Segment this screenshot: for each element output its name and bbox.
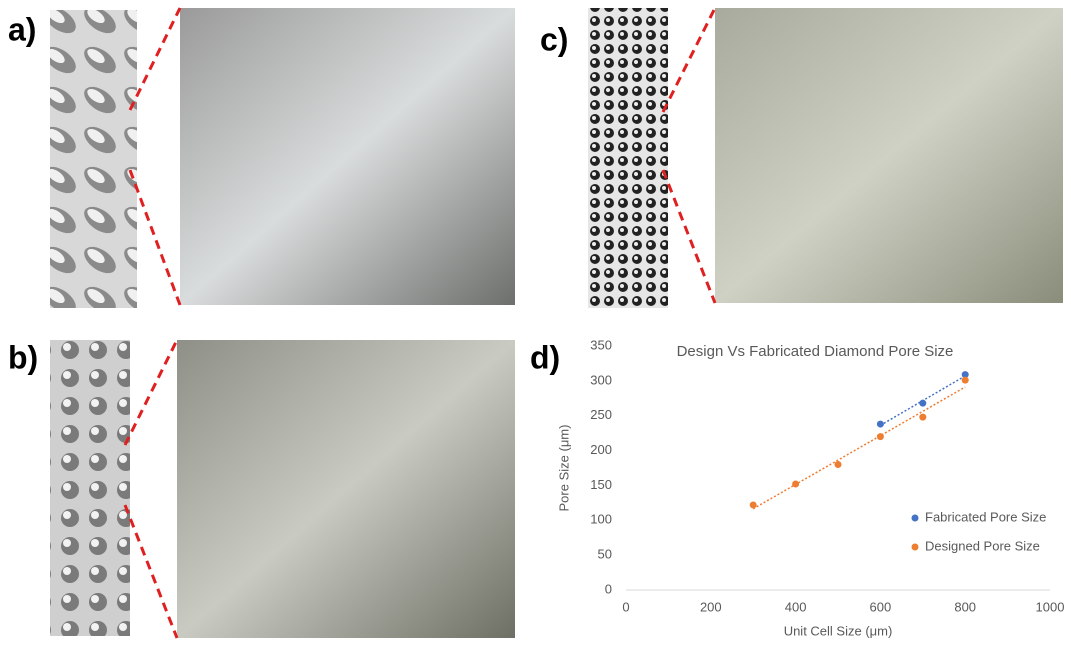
data-point [792,481,799,488]
trendline [753,387,965,509]
y-axis-label: Pore Size (μm) [556,425,571,512]
panel-b: b) [8,339,515,638]
data-point [835,461,842,468]
data-point [877,433,884,440]
lattice-model [50,10,137,308]
y-tick-label: 200 [590,442,612,457]
chart-title: Design Vs Fabricated Diamond Pore Size [677,343,954,360]
micrograph [177,340,515,638]
data-point [919,400,926,407]
y-tick-label: 150 [590,477,612,492]
panel-c: c) [540,8,1063,308]
x-axis-label: Unit Cell Size (μm) [784,623,893,638]
zoom-line [663,8,715,112]
data-point [877,421,884,428]
legend-label: Fabricated Pore Size [925,509,1046,524]
figure: a) b) c) d) Design Vs Fabricated Diamond… [0,0,1071,643]
panel-label: c) [540,21,568,57]
panel-label: d) [530,339,560,375]
panel-a: a) [8,8,515,308]
micrograph [180,8,515,305]
zoom-line [125,505,177,638]
y-tick-label: 350 [590,337,612,352]
zoom-line [663,170,715,303]
legend-label: Designed Pore Size [925,538,1040,553]
micrograph [715,8,1063,303]
x-tick-label: 600 [870,599,892,614]
data-point [962,377,969,384]
zoom-line [130,170,180,305]
legend-marker [912,515,919,522]
panel-d: d) Design Vs Fabricated Diamond Pore Siz… [530,337,1064,638]
x-tick-label: 200 [700,599,722,614]
legend-marker [912,544,919,551]
x-tick-label: 0 [622,599,629,614]
y-tick-label: 50 [598,547,612,562]
y-tick-label: 100 [590,512,612,527]
x-tick-label: 400 [785,599,807,614]
data-point [919,414,926,421]
panel-label: b) [8,339,38,375]
x-tick-label: 1000 [1036,599,1065,614]
y-tick-label: 0 [605,581,612,596]
zoom-line [130,8,180,110]
data-point [750,501,757,508]
panel-label: a) [8,11,36,47]
x-tick-label: 800 [954,599,976,614]
y-tick-label: 250 [590,407,612,422]
y-tick-label: 300 [590,372,612,387]
lattice-model [588,8,668,308]
zoom-line [125,340,177,445]
lattice-model [50,340,130,636]
